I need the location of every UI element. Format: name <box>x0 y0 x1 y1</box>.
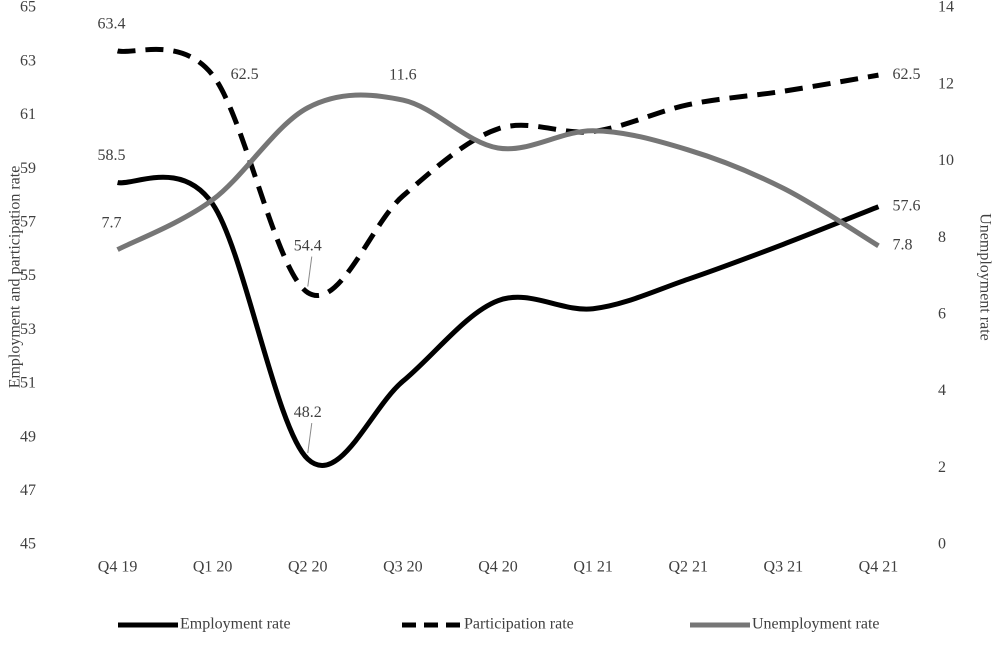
data-label: 58.5 <box>98 147 126 164</box>
data-label: 7.8 <box>892 236 912 253</box>
y-tick-label: 55 <box>20 267 36 284</box>
data-label: 62.5 <box>231 66 259 83</box>
data-label: 7.7 <box>102 214 122 231</box>
y-tick-label: 57 <box>20 213 36 230</box>
y2-tick-label: 8 <box>938 229 946 246</box>
series-line <box>116 46 879 298</box>
data-label: 63.4 <box>98 16 126 33</box>
y2-tick-label: 10 <box>938 152 954 169</box>
leader-line <box>307 256 313 287</box>
y-tick-label: 53 <box>20 321 36 338</box>
series-line <box>116 92 880 252</box>
y-tick-label: 49 <box>20 428 36 445</box>
y-tick-label: 59 <box>20 160 36 177</box>
y2-tick-label: 0 <box>938 536 946 553</box>
data-label: 57.6 <box>892 197 920 214</box>
x-tick-label: Q3 20 <box>383 559 423 576</box>
y2-tick-label: 4 <box>938 382 946 399</box>
data-label: 54.4 <box>294 237 322 254</box>
y2-tick-label: 12 <box>938 75 954 92</box>
series-line <box>117 174 880 468</box>
y-axis-title: Employment and participation rate <box>7 166 24 389</box>
y2-tick-label: 6 <box>938 306 946 323</box>
legend-label: Unemployment rate <box>752 616 880 633</box>
y-tick-label: 61 <box>20 106 36 123</box>
x-tick-label: Q1 21 <box>573 559 613 576</box>
x-tick-label: Q4 21 <box>859 559 899 576</box>
y-tick-label: 45 <box>20 536 36 553</box>
data-label: 62.5 <box>892 66 920 83</box>
y-tick-label: 51 <box>20 375 36 392</box>
y-tick-label: 65 <box>20 0 36 16</box>
data-label: 11.6 <box>389 67 416 84</box>
y-tick-label: 63 <box>20 52 36 69</box>
x-tick-label: Q1 20 <box>193 559 233 576</box>
x-tick-label: Q4 19 <box>98 559 138 576</box>
x-tick-label: Q4 20 <box>478 559 518 576</box>
y2-tick-label: 2 <box>938 459 946 476</box>
data-label: 48.2 <box>294 404 322 421</box>
x-tick-label: Q3 21 <box>764 559 804 576</box>
x-tick-label: Q2 21 <box>668 559 708 576</box>
y2-axis-title: Unemployment rate <box>976 213 993 341</box>
y-tick-label: 47 <box>20 482 36 499</box>
legend-label: Participation rate <box>464 616 574 633</box>
x-tick-label: Q2 20 <box>288 559 328 576</box>
leader-line <box>307 423 313 454</box>
legend-label: Employment rate <box>180 616 291 633</box>
y2-tick-label: 14 <box>938 0 954 16</box>
